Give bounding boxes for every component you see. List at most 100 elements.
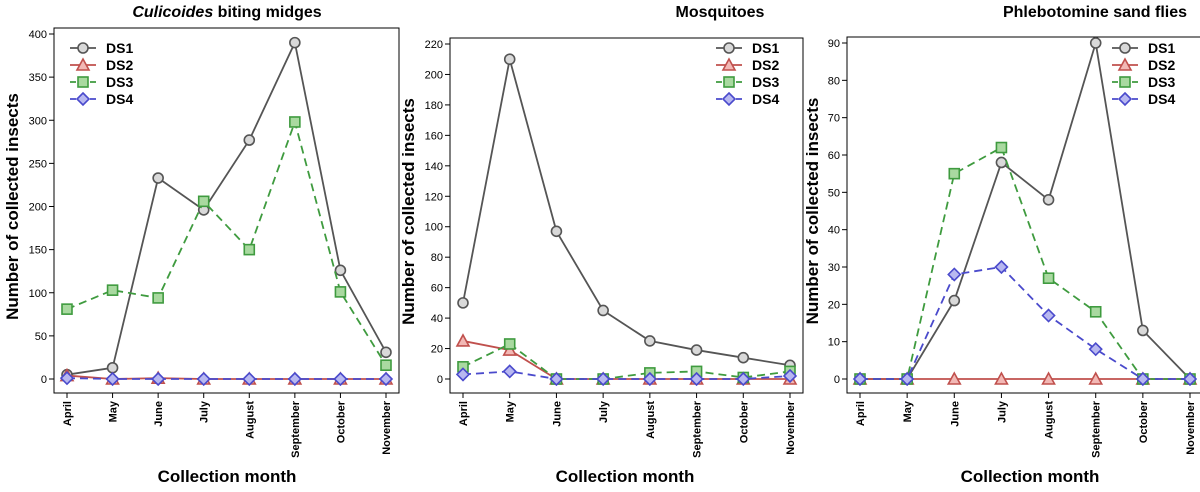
data-point — [196, 371, 211, 387]
data-point — [457, 297, 469, 309]
legend-label: DS3 — [752, 74, 779, 90]
data-point — [503, 53, 516, 66]
data-point — [644, 335, 656, 347]
y-tick-label: 20 — [828, 299, 840, 311]
legend-marker — [723, 42, 735, 54]
plot-frame — [53, 27, 400, 394]
data-point — [549, 371, 564, 387]
legend-marker — [1119, 76, 1131, 88]
data-point — [596, 371, 611, 387]
x-tick-label: June — [949, 401, 961, 427]
y-tick-label: 100 — [29, 288, 47, 300]
data-point — [1089, 305, 1102, 318]
y-tick-label: 0 — [437, 374, 443, 386]
x-axis-label: Collection month — [556, 467, 695, 486]
y-axis-label: Number of collected insects — [399, 98, 418, 325]
legend-label: DS1 — [106, 40, 133, 56]
x-tick-label: July — [598, 400, 610, 423]
y-tick-label: 200 — [425, 69, 443, 81]
data-point — [948, 167, 961, 180]
data-point — [1041, 371, 1056, 385]
y-tick-label: 140 — [425, 161, 443, 173]
data-point — [242, 371, 257, 387]
series-line — [462, 342, 791, 380]
y-tick-label: 30 — [828, 262, 840, 274]
legend-label: DS4 — [752, 91, 779, 107]
x-tick-label: April — [458, 401, 470, 426]
chart-panel-2: Mosquitoes 0 20 40 60 80 100 120 140 160 180 200 220… — [399, 4, 804, 486]
series-ds4 — [852, 259, 1198, 387]
series-line — [462, 370, 791, 380]
data-point — [455, 367, 471, 382]
y-tick-label: 50 — [35, 331, 47, 343]
x-tick-label: November — [785, 400, 797, 455]
y-tick-label: 90 — [828, 38, 840, 50]
y-axis-label: Number of collected insects — [3, 93, 22, 320]
data-point — [106, 284, 119, 296]
series-line — [860, 146, 1190, 380]
chart-title-text: Phlebotomine sand flies — [1003, 4, 1187, 21]
chart-title-italic: Culicoides — [132, 4, 213, 21]
data-point — [948, 294, 961, 307]
data-point — [289, 36, 301, 49]
chart-title: Culicoides biting midges — [132, 4, 321, 21]
y-axis-label: Number of collected insects — [803, 98, 822, 325]
y-tick-label: 120 — [425, 191, 443, 203]
series-line — [66, 377, 386, 380]
x-tick-label: October — [335, 400, 347, 443]
data-point — [1182, 371, 1198, 387]
data-point — [1135, 371, 1150, 387]
y-tick-label: 60 — [431, 283, 443, 295]
data-point — [289, 116, 301, 128]
x-tick-label: November — [1185, 400, 1197, 455]
legend-label: DS2 — [1148, 57, 1175, 73]
data-point — [689, 371, 704, 387]
x-tick-label: August — [1044, 401, 1056, 439]
plot-frame — [449, 37, 804, 394]
x-tick-label: April — [855, 401, 867, 426]
data-point — [900, 371, 915, 387]
y-tick-label: 40 — [431, 313, 443, 325]
x-tick-label: October — [1138, 400, 1150, 443]
series-ds4 — [455, 364, 798, 387]
legend-marker — [75, 91, 91, 107]
y-tick-label: 250 — [29, 158, 47, 170]
series-line — [860, 266, 1190, 380]
legend-label: DS4 — [106, 91, 133, 107]
data-point — [995, 156, 1008, 169]
data-point — [378, 371, 394, 387]
x-tick-label: June — [551, 401, 563, 427]
data-point — [61, 303, 73, 315]
x-tick-label: May — [505, 400, 517, 422]
data-point — [243, 243, 256, 256]
legend-marker — [77, 76, 89, 88]
legend-label: DS3 — [106, 74, 133, 90]
y-tick-label: 80 — [828, 75, 840, 87]
x-tick-label: November — [381, 400, 393, 455]
data-point — [106, 361, 119, 374]
data-point — [1042, 194, 1055, 206]
chart-title: Mosquitoes — [676, 4, 765, 21]
series-ds3 — [854, 141, 1196, 385]
x-axis-label: Collection month — [961, 467, 1100, 486]
y-tick-label: 0 — [41, 374, 47, 386]
legend-marker — [1117, 91, 1133, 107]
data-point — [152, 292, 164, 304]
data-point — [1088, 371, 1104, 385]
x-tick-label: July — [996, 400, 1008, 423]
data-point — [1042, 272, 1055, 285]
chart-panel-3: Phlebotomine sand flies 0 10 20 30 40 50 60 70 80… — [803, 4, 1200, 486]
data-point — [503, 338, 516, 350]
x-tick-label: April — [62, 401, 74, 426]
data-point — [380, 359, 392, 372]
legend-label: DS2 — [752, 57, 779, 73]
y-tick-label: 70 — [828, 113, 840, 125]
data-point — [152, 172, 164, 184]
data-point — [1088, 342, 1103, 357]
y-tick-label: 80 — [431, 252, 443, 264]
series-ds1 — [457, 53, 796, 372]
data-point — [782, 368, 798, 384]
legend-marker — [723, 76, 735, 88]
